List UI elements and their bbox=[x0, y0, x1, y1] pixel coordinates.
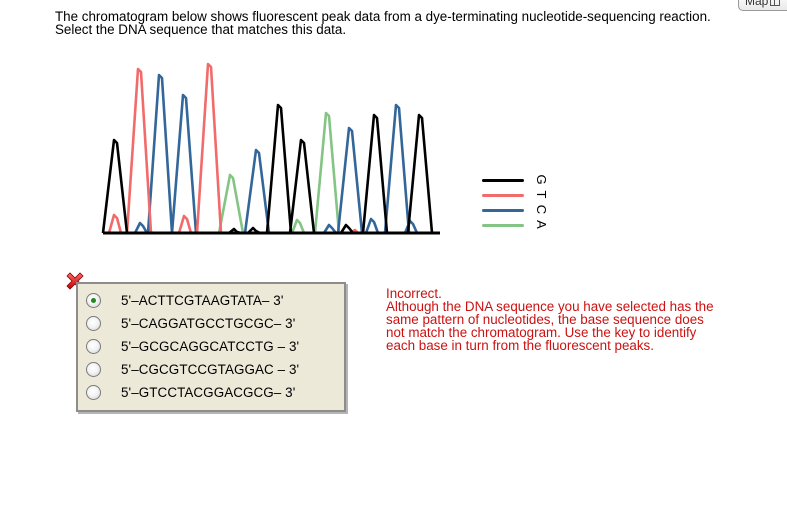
radio-button[interactable] bbox=[86, 338, 101, 354]
legend-label-a: A bbox=[534, 220, 549, 229]
answer-option[interactable]: 5'–CAGGATGCCTGCGC– 3' bbox=[86, 312, 295, 334]
legend-label-c: C bbox=[534, 204, 549, 215]
answer-option[interactable]: 5'–ACTTCGTAAGTATA– 3' bbox=[86, 289, 283, 311]
feedback-body: Although the DNA sequence you have selec… bbox=[386, 299, 714, 353]
legend-line-t bbox=[482, 194, 524, 197]
trace-t bbox=[107, 62, 362, 235]
grid-icon bbox=[770, 0, 781, 6]
answer-option[interactable]: 5'–CGCGTCCGTAGGAC – 3' bbox=[86, 358, 299, 380]
trace-c bbox=[133, 73, 419, 234]
map-button-label: Map bbox=[745, 0, 769, 8]
legend-label-t: T bbox=[534, 190, 549, 199]
trace-a bbox=[217, 111, 341, 234]
answer-choices: 5'–ACTTCGTAAGTATA– 3' 5'–CAGGATGCCTGCGC–… bbox=[76, 282, 346, 412]
answer-option-label: 5'–GTCCTACGGACGCG– 3' bbox=[121, 384, 296, 400]
legend-line-c bbox=[482, 209, 524, 212]
radio-button[interactable] bbox=[86, 384, 101, 400]
feedback-panel: Incorrect. Although the DNA sequence you… bbox=[386, 287, 726, 352]
answer-option-label: 5'–ACTTCGTAAGTATA– 3' bbox=[121, 292, 284, 308]
legend-line-a bbox=[482, 224, 524, 227]
answer-option-label: 5'–CAGGATGCCTGCGC– 3' bbox=[121, 315, 296, 331]
answer-option[interactable]: 5'–GCGCAGGCATCCTG – 3' bbox=[86, 335, 299, 357]
question-text: The chromatogram below shows fluorescent… bbox=[55, 9, 711, 37]
answer-option[interactable]: 5'–GTCCTACGGACGCG– 3' bbox=[86, 381, 295, 403]
trace-g bbox=[101, 103, 434, 235]
radio-button[interactable] bbox=[86, 315, 101, 331]
feedback-title: Incorrect. bbox=[386, 286, 442, 301]
chromatogram-chart bbox=[101, 62, 440, 235]
answer-option-label: 5'–GCGCAGGCATCCTG – 3' bbox=[121, 338, 300, 354]
legend-line-g bbox=[482, 179, 524, 182]
radio-button[interactable] bbox=[86, 292, 101, 308]
radio-button[interactable] bbox=[86, 361, 101, 377]
map-button[interactable]: Map bbox=[738, 0, 787, 11]
answer-option-label: 5'–CGCGTCCGTAGGAC – 3' bbox=[121, 361, 300, 377]
legend-label-g: G bbox=[534, 174, 549, 185]
